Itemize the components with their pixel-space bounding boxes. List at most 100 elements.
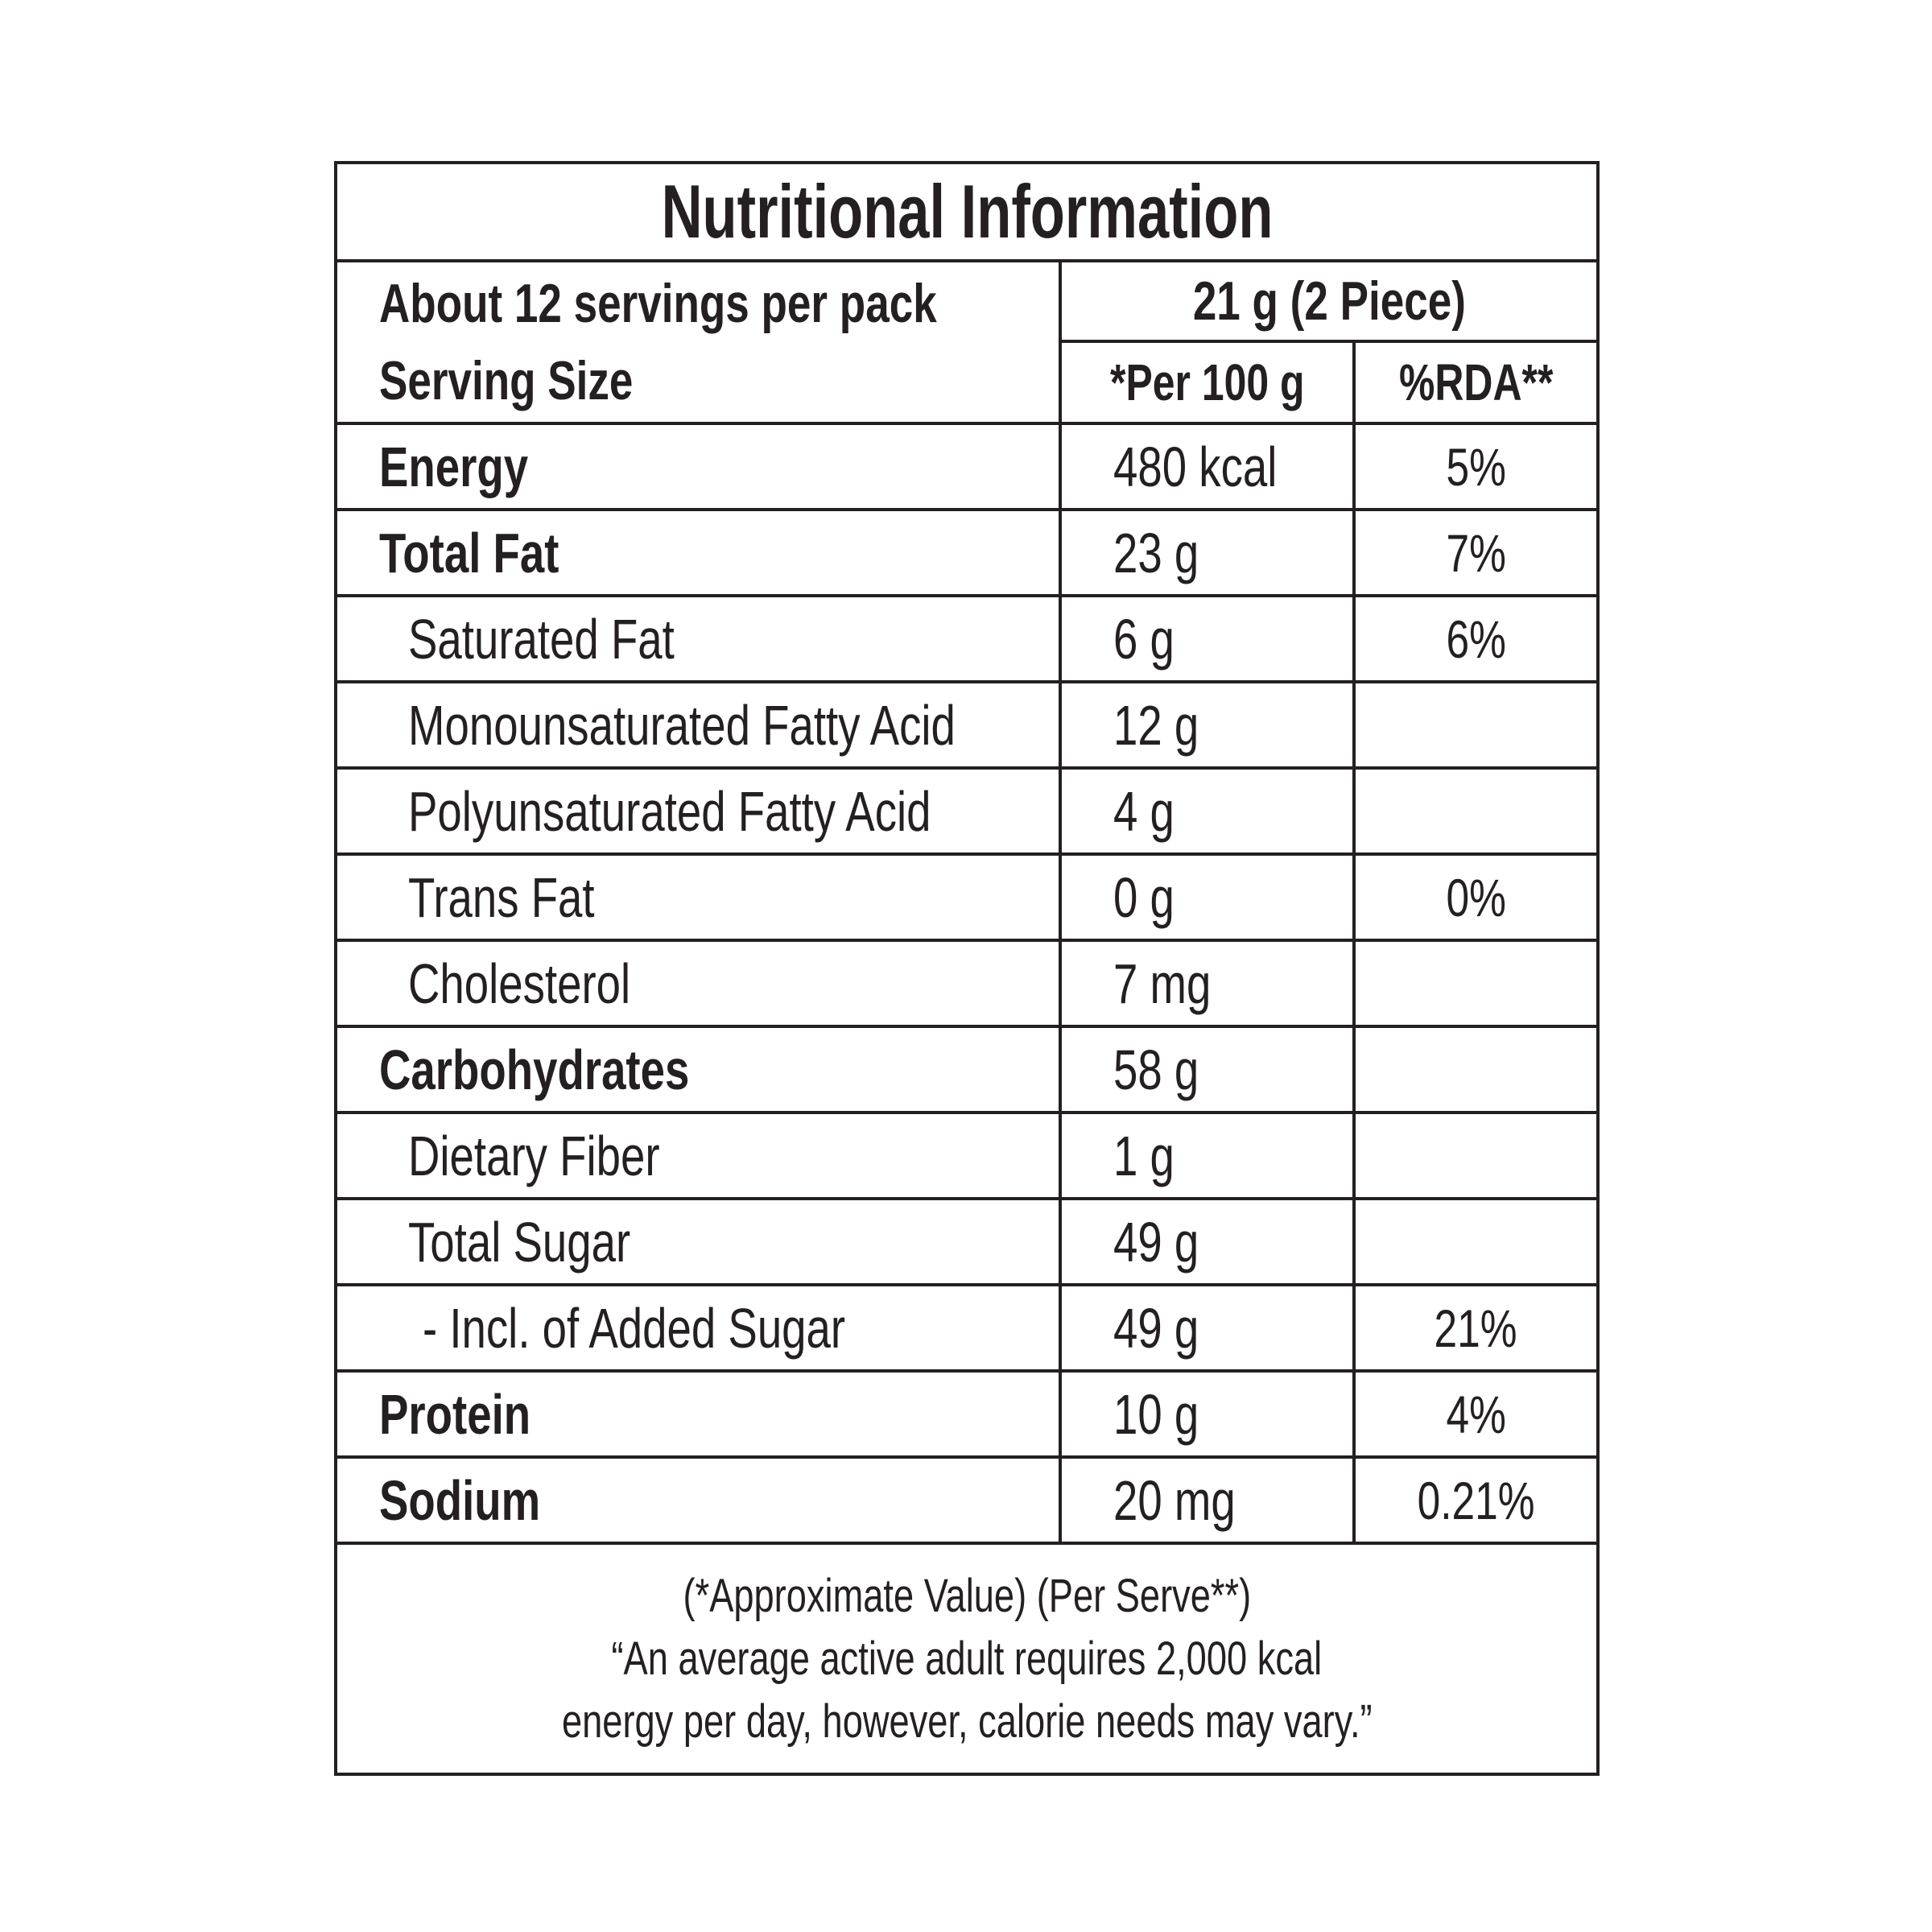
row-rda-cell (1352, 1111, 1600, 1200)
row-value: 480 kcal (1113, 435, 1278, 498)
row-rda-cell (1352, 1197, 1600, 1286)
row-value: 10 g (1113, 1382, 1199, 1446)
row-value-cell: 7 mg (1059, 939, 1356, 1028)
nutrition-table: Nutritional Information About 12 serving… (333, 161, 1600, 1776)
row-value: 6 g (1113, 607, 1174, 671)
row-rda: 0.21% (1417, 1470, 1535, 1530)
page-title: Nutritional Information (661, 169, 1273, 254)
column-header-row: *Per 100 g %RDA** (336, 340, 1600, 425)
row-value: 0 g (1113, 865, 1174, 929)
row-value-cell: 4 g (1059, 766, 1356, 856)
row-rda-cell: 0.21% (1352, 1455, 1600, 1545)
row-label-cell: Sodium (334, 1455, 1062, 1545)
row-label: Energy (379, 435, 529, 498)
row-label-cell: Total Sugar (334, 1197, 1062, 1286)
table-header-group: Nutritional Information About 12 serving… (333, 161, 1600, 425)
row-label: Total Sugar (408, 1210, 631, 1274)
title-cell: Nutritional Information (333, 161, 1600, 262)
title-row: Nutritional Information (333, 161, 1600, 262)
row-value-cell: 6 g (1059, 594, 1356, 683)
row-rda: 21% (1434, 1298, 1518, 1358)
serving-size-line: Serving Size (379, 342, 1057, 419)
rda-header-cell: %RDA** (1352, 340, 1600, 425)
row-label-cell: - Incl. of Added Sugar (334, 1283, 1062, 1373)
footnote-line: “An average active adult requires 2,000 … (339, 1628, 1595, 1690)
row-value: 12 g (1113, 693, 1199, 757)
footnote-cell: (*Approximate Value) (Per Serve**) “An a… (333, 1542, 1600, 1776)
table-row: Polyunsaturated Fatty Acid 4 g (334, 766, 1600, 856)
row-label: Trans Fat (408, 865, 595, 929)
serving-size-value-cell: 21 g (2 Piece) (1058, 259, 1600, 343)
row-label: Sodium (379, 1468, 541, 1532)
row-rda-cell: 6% (1352, 594, 1600, 683)
row-label: Monounsaturated Fatty Acid (408, 693, 956, 757)
row-rda-cell: 21% (1352, 1283, 1600, 1373)
row-value-cell: 58 g (1059, 1025, 1356, 1114)
table-row: Total Sugar 49 g (334, 1197, 1600, 1286)
row-value: 4 g (1113, 779, 1174, 843)
row-rda: 4% (1446, 1384, 1506, 1444)
footnote-row: (*Approximate Value) (Per Serve**) “An a… (333, 1542, 1600, 1776)
row-value-cell: 0 g (1059, 852, 1356, 942)
row-value-cell: 480 kcal (1059, 422, 1356, 511)
row-label-cell: Energy (334, 422, 1062, 511)
row-value-cell: 49 g (1059, 1283, 1356, 1373)
row-label: Dietary Fiber (408, 1124, 660, 1187)
row-rda-cell: 7% (1352, 508, 1600, 597)
row-rda: 6% (1446, 609, 1506, 669)
row-value-cell: 23 g (1059, 508, 1356, 597)
row-label-cell: Cholesterol (334, 939, 1062, 1028)
row-rda-cell (1352, 766, 1600, 856)
row-rda-cell: 5% (1352, 422, 1600, 511)
row-label: Total Fat (379, 521, 559, 584)
row-value: 20 mg (1113, 1468, 1236, 1532)
table-row: Monounsaturated Fatty Acid 12 g (334, 680, 1600, 770)
table-row: Protein 10 g 4% (334, 1369, 1600, 1459)
row-rda: 0% (1446, 867, 1506, 927)
servings-per-pack-line: About 12 servings per pack (379, 265, 1057, 342)
table-row: Trans Fat 0 g 0% (334, 852, 1600, 942)
row-value: 23 g (1113, 521, 1199, 584)
row-value-cell: 49 g (1059, 1197, 1356, 1286)
footnote-line: (*Approximate Value) (Per Serve**) (339, 1565, 1595, 1628)
servings-per-pack-text: About 12 servings per pack (379, 273, 937, 334)
row-value: 1 g (1113, 1124, 1174, 1187)
row-label-cell: Dietary Fiber (334, 1111, 1062, 1200)
row-label-cell: Trans Fat (334, 852, 1062, 942)
row-label-cell: Saturated Fat (334, 594, 1062, 683)
table-row: Carbohydrates 58 g (334, 1025, 1600, 1114)
row-value: 7 mg (1113, 952, 1212, 1015)
row-label: Saturated Fat (408, 607, 675, 671)
table-row: Cholesterol 7 mg (334, 939, 1600, 1028)
serving-size-value: 21 g (2 Piece) (1192, 270, 1466, 332)
row-label: Cholesterol (408, 952, 631, 1015)
table-row: Total Fat 23 g 7% (334, 508, 1600, 597)
row-rda: 7% (1446, 522, 1506, 583)
table-row: Saturated Fat 6 g 6% (334, 594, 1600, 683)
row-label: - Incl. of Added Sugar (423, 1296, 846, 1360)
row-rda: 5% (1446, 436, 1506, 497)
table-row: Sodium 20 mg 0.21% (334, 1455, 1600, 1545)
per-100g-header: *Per 100 g (1109, 353, 1305, 411)
row-label-cell: Total Fat (334, 508, 1062, 597)
row-value-cell: 10 g (1059, 1369, 1356, 1459)
row-label: Protein (379, 1382, 531, 1446)
footnote-line3: energy per day, however, calorie needs m… (561, 1695, 1373, 1748)
footnote-line: energy per day, however, calorie needs m… (339, 1690, 1595, 1753)
row-label-cell: Polyunsaturated Fatty Acid (334, 766, 1062, 856)
table-row: Energy 480 kcal 5% (334, 422, 1600, 511)
row-rda-cell: 4% (1352, 1369, 1600, 1459)
footnote-line1: (*Approximate Value) (Per Serve**) (683, 1569, 1251, 1622)
row-rda-cell (1352, 939, 1600, 1028)
row-label-cell: Protein (334, 1369, 1062, 1459)
row-label: Polyunsaturated Fatty Acid (408, 779, 931, 843)
footnote-line2: “An average active adult requires 2,000 … (611, 1632, 1323, 1685)
serving-header-row: About 12 servings per pack Serving Size … (334, 259, 1600, 425)
row-label: Carbohydrates (379, 1038, 690, 1101)
per-100g-header-cell: *Per 100 g (1059, 340, 1356, 425)
row-rda-cell (1352, 1025, 1600, 1114)
row-value: 49 g (1113, 1210, 1199, 1274)
table-footer-group: (*Approximate Value) (Per Serve**) “An a… (333, 1542, 1600, 1776)
row-value: 58 g (1113, 1038, 1199, 1101)
table-row: - Incl. of Added Sugar 49 g 21% (334, 1283, 1600, 1373)
